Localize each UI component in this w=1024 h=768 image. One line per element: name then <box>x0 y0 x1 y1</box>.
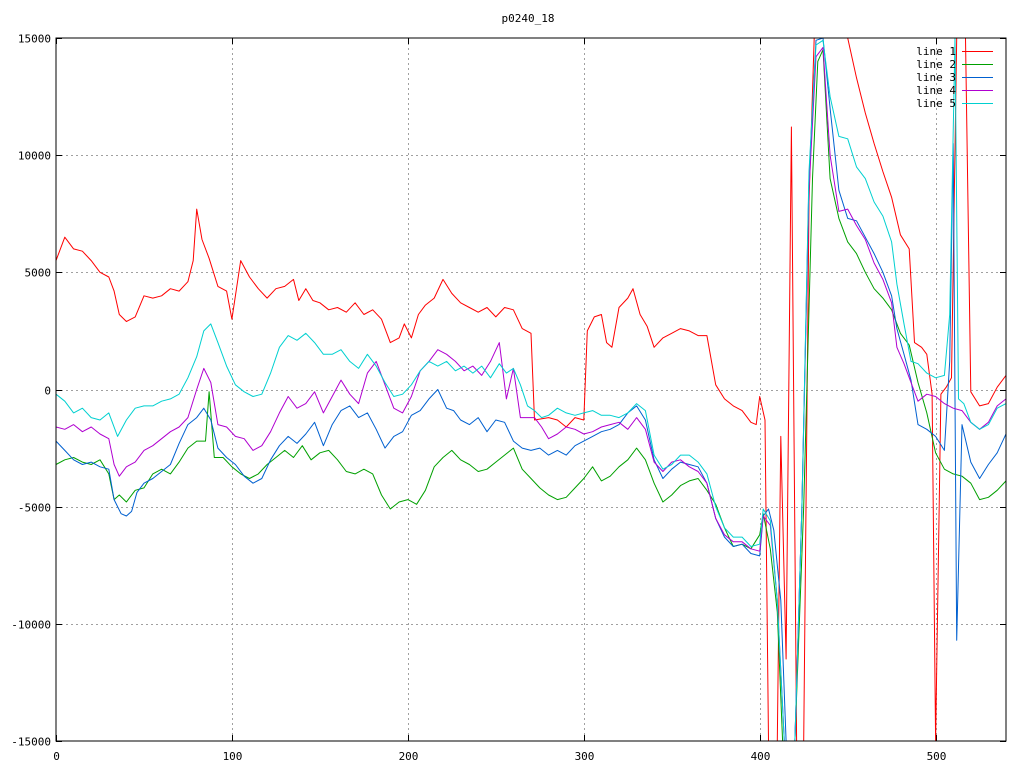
legend-label: line 5 <box>916 97 956 110</box>
x-tick-label: 200 <box>399 750 419 763</box>
legend-label: line 3 <box>916 71 956 84</box>
y-tick-label: 10000 <box>18 150 51 163</box>
series-line-1 <box>56 38 1006 741</box>
y-tick-label: 0 <box>44 385 51 398</box>
grid <box>56 38 1006 741</box>
series-line-5 <box>56 38 1006 741</box>
y-tick-label: -5000 <box>18 502 51 515</box>
x-tick-label: 500 <box>927 750 947 763</box>
axes: 0 100 200 300 400 500 -15000 -10000 -5000 0 5000 10… <box>11 33 1006 763</box>
legend-label: line 4 <box>916 84 956 97</box>
series-line-4 <box>56 46 1006 741</box>
y-tick-label: 15000 <box>18 33 51 46</box>
legend-label: line 1 <box>916 45 956 58</box>
y-tick-label: 5000 <box>25 267 52 280</box>
chart-title: p0240_18 <box>502 12 555 25</box>
x-tick-label: 0 <box>53 750 60 763</box>
series-line-2 <box>56 49 1006 741</box>
x-tick-label: 400 <box>751 750 771 763</box>
x-tick-label: 100 <box>223 750 243 763</box>
series-line-3 <box>56 38 1006 741</box>
legend-label: line 2 <box>916 58 956 71</box>
plot-frame <box>55 37 1007 742</box>
y-tick-label: -10000 <box>11 619 51 632</box>
series-lines <box>56 38 1006 741</box>
x-tick-label: 300 <box>575 750 595 763</box>
y-tick-label: -15000 <box>11 736 51 749</box>
